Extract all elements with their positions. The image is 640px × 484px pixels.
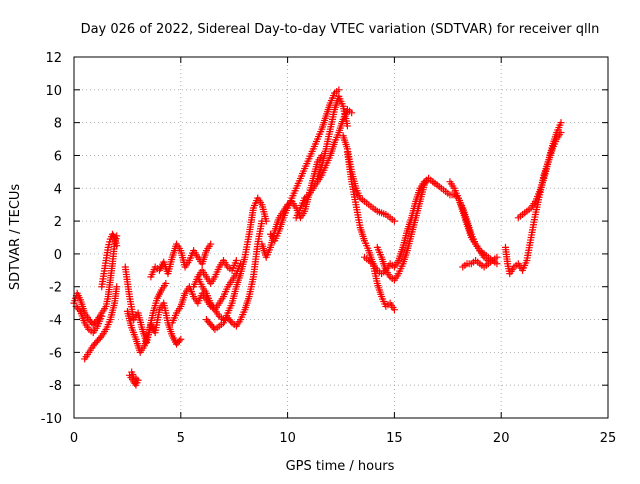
series-track-n: [267, 86, 343, 245]
y-tick-label: 2: [54, 215, 62, 230]
data-point: [262, 217, 270, 225]
data-point: [390, 306, 398, 314]
series-track-g: [123, 279, 170, 356]
data-point: [493, 253, 501, 261]
data-point: [227, 317, 235, 325]
series-track-k: [202, 194, 270, 333]
series-track-b: [72, 302, 106, 337]
series-track-r: [343, 148, 398, 314]
y-tick-label: -4: [49, 314, 62, 329]
data-point: [493, 260, 501, 268]
x-tick-label: 20: [493, 431, 510, 446]
data-point: [113, 242, 121, 250]
x-axis-title: GPS time / hours: [286, 459, 395, 474]
data-point: [98, 312, 106, 320]
data-point: [110, 232, 118, 240]
y-tick-label: 10: [45, 84, 62, 99]
y-tick-label: 0: [54, 248, 62, 263]
data-point: [425, 174, 433, 182]
data-point: [75, 306, 83, 314]
series-track-l: [190, 256, 240, 291]
data-point: [128, 368, 136, 376]
data-point: [232, 256, 240, 264]
y-axis-title: SDTVAR / TECUs: [8, 184, 23, 291]
y-tick-label: -2: [49, 281, 62, 296]
x-tick-label: 0: [70, 431, 78, 446]
y-tick-label: 8: [54, 117, 62, 132]
series-track-f: [121, 263, 185, 348]
data-point: [207, 240, 215, 248]
series-track-y: [514, 119, 565, 222]
x-tick-labels: 0 5 10 15 20 25: [70, 431, 616, 446]
series-track-d: [98, 230, 121, 291]
y-tick-label: -10: [41, 412, 62, 427]
series-track-c: [81, 283, 121, 363]
data-point: [390, 217, 398, 225]
x-tick-label: 25: [600, 431, 617, 446]
series-track-p: [314, 92, 351, 182]
y-tick-label: -6: [49, 346, 62, 361]
y-tick-label: 12: [45, 51, 62, 66]
plot-frame: [73, 56, 609, 419]
series-track-v: [446, 178, 501, 264]
series-track-e: [126, 368, 142, 389]
data-point: [162, 279, 170, 287]
y-tick-label: 6: [54, 149, 62, 164]
y-tick-labels: -10 -8 -6 -4 -2 0 2 4 6 8 10 12: [41, 51, 62, 427]
chart-title: Day 026 of 2022, Sidereal Day-to-day VTE…: [81, 22, 600, 37]
data-point: [96, 334, 104, 342]
series-track-t: [373, 174, 433, 284]
series-track-h: [147, 240, 215, 281]
data-point: [557, 119, 565, 127]
data-point: [343, 122, 351, 130]
series-track-j: [194, 217, 266, 330]
x-tick-label: 15: [386, 431, 403, 446]
y-tick-label: -8: [49, 379, 62, 394]
data-point: [175, 337, 183, 345]
x-tick-label: 5: [177, 431, 185, 446]
data-point: [335, 86, 343, 94]
series-track-a: [70, 232, 121, 328]
data-point: [348, 109, 356, 117]
series-track-m: [258, 151, 326, 261]
data-point: [489, 256, 497, 264]
x-tick-label: 10: [279, 431, 296, 446]
data-point: [113, 283, 121, 291]
series-track-w: [459, 256, 497, 271]
y-tick-label: 4: [54, 182, 62, 197]
data-point: [177, 335, 185, 343]
data-points: [70, 86, 565, 389]
series-track-q: [339, 132, 398, 225]
